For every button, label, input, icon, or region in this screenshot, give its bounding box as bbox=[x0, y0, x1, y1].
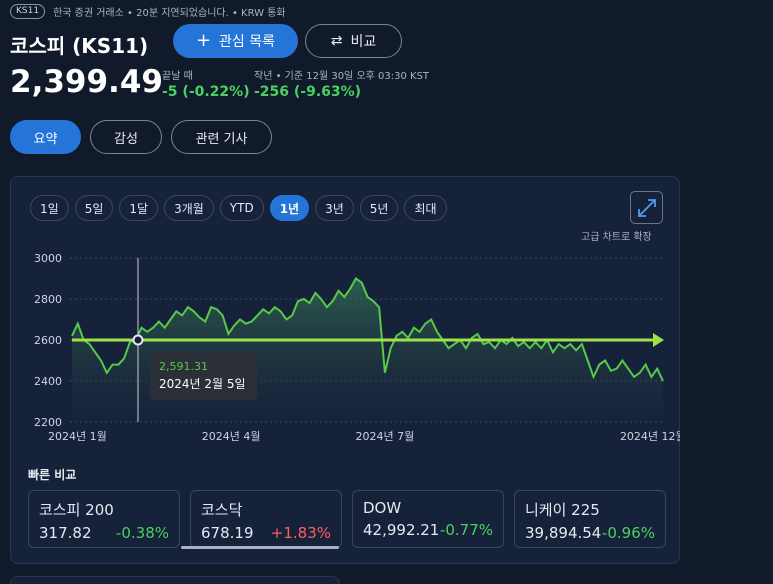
compare-index-name: 니케이 225 bbox=[525, 501, 600, 519]
quick-compare-title: 빠른 비교 bbox=[28, 468, 77, 482]
range-5d[interactable]: 5일 bbox=[74, 195, 114, 221]
exchange-note: 한국 증권 거래소 • 20분 지연되었습니다. • KRW 통화 bbox=[53, 7, 286, 19]
plus-icon: + bbox=[195, 30, 212, 51]
range-max[interactable]: 최대 bbox=[404, 195, 447, 221]
reference-arrow-head bbox=[653, 333, 664, 347]
range-ytd[interactable]: YTD bbox=[219, 195, 264, 221]
expand-chart-button[interactable] bbox=[630, 191, 663, 224]
expand-icon bbox=[637, 198, 656, 217]
close-label: 끝날 때 bbox=[162, 71, 193, 82]
y-tick-label: 2600 bbox=[34, 334, 62, 347]
reference-line bbox=[72, 333, 664, 347]
y-tick-label: 2800 bbox=[34, 293, 62, 306]
compare-index-change: -0.38% bbox=[115, 524, 169, 542]
crosshair-dot bbox=[132, 334, 144, 346]
compare-index-change: -0.77% bbox=[439, 521, 493, 539]
tooltip-date: 2024년 2월 5일 bbox=[159, 377, 246, 391]
quick-compare-card[interactable]: 니케이 225 39,894.54 -0.96% bbox=[514, 490, 666, 548]
compare-button[interactable]: ⇄ 비교 bbox=[305, 24, 402, 58]
price-line bbox=[71, 277, 664, 382]
y-tick-label: 2400 bbox=[34, 375, 62, 388]
y-tick-label: 3000 bbox=[34, 252, 62, 265]
section-tabs: 요약 감성 관련 기사 bbox=[10, 120, 272, 154]
tab-related-news[interactable]: 관련 기사 bbox=[171, 120, 272, 154]
price-area bbox=[72, 278, 663, 422]
compare-index-value: 42,992.21 bbox=[363, 521, 440, 539]
y-axis-ticks: 3000 2800 2600 2400 2200 bbox=[34, 252, 62, 429]
year-change: -256 (-9.63%) bbox=[254, 84, 362, 100]
x-tick-label: 2024년 12월 bbox=[620, 430, 680, 443]
page-title: 코스피 (KS11) bbox=[10, 34, 149, 58]
current-price: 2,399.49 bbox=[10, 64, 163, 100]
watchlist-label: 관심 목록 bbox=[219, 34, 276, 50]
next-section-card bbox=[10, 576, 340, 584]
x-tick-label: 2024년 4월 bbox=[202, 430, 261, 443]
add-watchlist-button[interactable]: + 관심 목록 bbox=[173, 24, 298, 58]
exchange-info: KS11 한국 증권 거래소 • 20분 지연되었습니다. • KRW 통화 bbox=[10, 3, 286, 19]
range-5y[interactable]: 5년 bbox=[359, 195, 399, 221]
range-3m[interactable]: 3개월 bbox=[164, 195, 214, 221]
y-tick-label: 2200 bbox=[34, 416, 62, 429]
quick-compare-card[interactable]: 코스피 200 317.82 -0.38% bbox=[28, 490, 180, 548]
compare-index-change: -0.96% bbox=[601, 524, 655, 542]
range-1d[interactable]: 1일 bbox=[30, 195, 69, 221]
quick-compare-scrollbar[interactable] bbox=[181, 546, 339, 549]
compare-index-name: DOW bbox=[363, 499, 402, 517]
swap-arrows-icon: ⇄ bbox=[330, 33, 343, 49]
year-label: 작년 • 기준 12월 30일 오후 03:30 KST bbox=[254, 71, 430, 82]
x-tick-label: 2024년 7월 bbox=[356, 430, 415, 443]
compare-index-value: 39,894.54 bbox=[525, 524, 602, 542]
range-1y[interactable]: 1년 bbox=[269, 195, 310, 221]
close-change: -5 (-0.22%) bbox=[162, 84, 250, 100]
range-3y[interactable]: 3년 bbox=[315, 195, 354, 221]
x-tick-label: 2024년 1월 bbox=[48, 430, 107, 443]
ticker-badge: KS11 bbox=[10, 3, 46, 19]
quick-compare-card[interactable]: 코스닥 678.19 +1.83% bbox=[190, 490, 342, 548]
range-selector: 1일 5일 1달 3개월 YTD 1년 3년 5년 최대 bbox=[30, 195, 447, 221]
tab-summary[interactable]: 요약 bbox=[10, 120, 81, 154]
quick-compare-card[interactable]: DOW 42,992.21 -0.77% bbox=[352, 490, 504, 548]
x-axis-ticks: 2024년 1월 2024년 4월 2024년 7월 2024년 12월 bbox=[48, 430, 680, 443]
compare-index-change: +1.83% bbox=[270, 524, 331, 542]
compare-index-value: 317.82 bbox=[39, 524, 92, 542]
compare-index-name: 코스피 200 bbox=[39, 501, 114, 519]
compare-label: 비교 bbox=[350, 34, 377, 50]
range-1m[interactable]: 1달 bbox=[119, 195, 159, 221]
tooltip-value: 2,591.31 bbox=[159, 360, 208, 373]
chart-tooltip: 2,591.31 2024년 2월 5일 bbox=[150, 352, 257, 400]
compare-index-value: 678.19 bbox=[201, 524, 254, 542]
tab-sentiment[interactable]: 감성 bbox=[90, 120, 162, 154]
compare-index-name: 코스닥 bbox=[201, 501, 243, 519]
expand-chart-label: 고급 차트로 확장 bbox=[581, 232, 652, 243]
